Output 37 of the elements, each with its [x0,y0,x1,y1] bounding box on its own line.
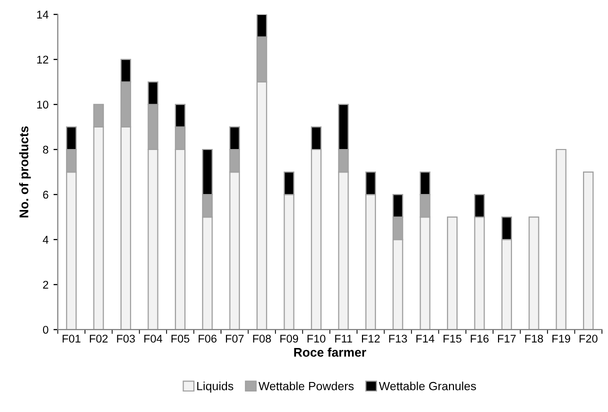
bar [556,148,566,330]
bar [528,216,540,330]
x-tick-label: F13 [389,334,407,343]
y-axis-title: No. of products [19,126,31,218]
y-tick-label: 2 [43,280,48,289]
x-tick-label: F10 [308,334,326,343]
x-axis-title: Roce farmer [294,348,366,357]
x-tick-label: F05 [172,334,190,343]
y-tick-label: 14 [37,10,48,18]
x-tick-label: F20 [580,334,598,343]
y-tick-label: 6 [43,190,48,199]
y-tick-label: 10 [37,100,48,109]
x-tick-label: F04 [144,334,162,343]
x-tick-label: F07 [226,334,244,343]
bar [583,171,594,330]
x-tick-label: F14 [416,334,434,343]
x-tick-label: F16 [470,334,489,343]
legend-label: Wettable Granules [378,382,476,390]
x-tick-label: F17 [498,334,516,343]
bar [446,216,458,330]
x-tick-label: F15 [444,334,462,343]
y-tick-label: 8 [43,146,48,154]
x-tick-label: F06 [198,334,216,343]
x-tick-label: F18 [525,334,543,343]
y-tick-label: 0 [42,326,48,334]
x-tick-label: F12 [362,334,380,343]
x-tick-label: F08 [253,334,271,343]
legend-label: Liquids [197,382,234,393]
x-tick-label: F11 [335,334,352,343]
x-tick-label: F01 [62,334,80,343]
x-tick-label: F03 [117,334,135,343]
y-tick-label: 12 [37,56,48,64]
legend-label: Wettable Powders [258,382,354,390]
x-tick-label: F09 [280,334,298,343]
y-tick-label: 4 [42,236,48,244]
x-tick-label: F19 [552,334,570,343]
x-tick-label: F02 [90,334,108,343]
